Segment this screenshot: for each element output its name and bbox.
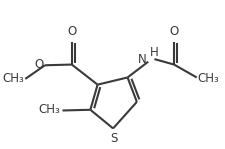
Text: CH₃: CH₃	[198, 72, 220, 85]
Text: H: H	[150, 46, 159, 59]
Text: O: O	[169, 25, 179, 38]
Text: CH₃: CH₃	[2, 72, 24, 85]
Text: O: O	[35, 58, 44, 71]
Text: S: S	[110, 132, 118, 145]
Text: CH₃: CH₃	[39, 103, 61, 116]
Text: N: N	[138, 53, 147, 66]
Text: O: O	[67, 25, 76, 38]
